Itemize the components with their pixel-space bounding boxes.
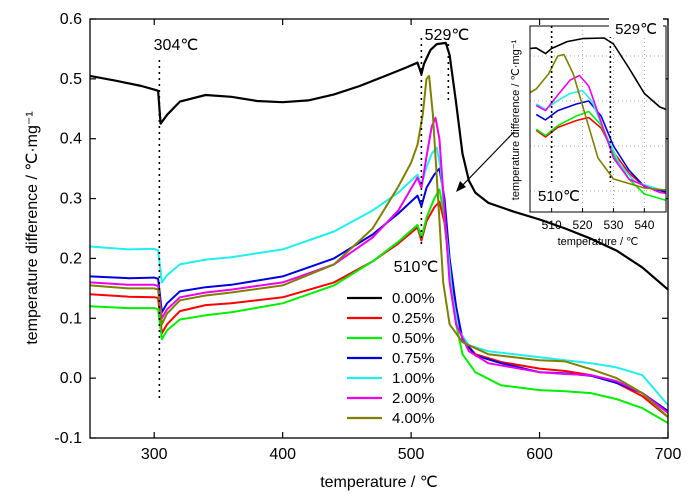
y-tick-label-7: 0.6 xyxy=(60,11,82,28)
annotation-529: 529℃ xyxy=(425,27,470,44)
x-tick-label-2: 500 xyxy=(398,446,425,463)
y-tick-label-0: -0.1 xyxy=(54,430,82,447)
inset-x-tick-label-0: 510 xyxy=(542,218,562,232)
x-tick-label-0: 300 xyxy=(141,446,168,463)
plot-frame xyxy=(89,18,669,439)
y-tick-label-5: 0.4 xyxy=(60,131,82,148)
inset-x-tick-label-2: 530 xyxy=(603,218,623,232)
x-axis-title: temperature / ℃ xyxy=(320,474,438,491)
arrow-head xyxy=(456,181,466,192)
inset-x-tick-label-1: 520 xyxy=(573,218,593,232)
inset-annotation-510: 510℃ xyxy=(538,188,580,205)
annotation-lines xyxy=(158,38,450,400)
inset-plot: 510 520 530 540 temperature / ℃ temperature d… xyxy=(510,17,667,248)
annotations: 304℃ 529℃ 510℃ xyxy=(154,27,470,276)
legend-label-5: 2.00% xyxy=(392,390,435,407)
legend-label-0: 0.00% xyxy=(392,290,435,307)
series-line-6 xyxy=(89,74,669,418)
annotation-510: 510℃ xyxy=(394,259,439,276)
inset-x-tick-label-3: 540 xyxy=(634,218,654,232)
inset-y-axis-title: temperature difference / ℃·mg⁻¹ xyxy=(510,39,522,200)
axes: 300 400 500 600 700 -0.1 0.0 0.1 0.2 0.3 0.4 0.5 0.6… xyxy=(24,11,681,491)
inset-annotation-bg xyxy=(609,17,663,37)
annotation-304: 304℃ xyxy=(154,37,199,54)
legend-label-2: 0.50% xyxy=(392,330,435,347)
inset-frame-bg xyxy=(529,25,667,213)
series-line-0 xyxy=(89,41,669,291)
inset-series-line-5 xyxy=(535,74,666,195)
arrow-line xyxy=(457,131,515,191)
x-tick-label-3: 600 xyxy=(526,446,553,463)
legend: 0.00% 0.25% 0.50% 0.75% 1.00% 2.00% 4.00% xyxy=(347,290,435,427)
inset-x-axis-title: temperature / ℃ xyxy=(558,236,639,248)
series-line-2 xyxy=(89,188,669,424)
legend-label-3: 0.75% xyxy=(392,350,435,367)
inset-annotation-529: 529℃ xyxy=(615,21,657,38)
y-axis-title: temperature difference / ℃·mg⁻¹ xyxy=(24,111,41,344)
legend-label-4: 1.00% xyxy=(392,370,435,387)
y-tick-label-1: 0.0 xyxy=(60,370,82,387)
series-line-5 xyxy=(89,116,669,414)
legend-label-1: 0.25% xyxy=(392,310,435,327)
y-tick-label-2: 0.1 xyxy=(60,310,82,327)
y-tick-label-6: 0.5 xyxy=(60,71,82,88)
x-tick-label-1: 400 xyxy=(269,446,296,463)
y-tick-label-4: 0.3 xyxy=(60,191,82,208)
inset-series-group xyxy=(530,37,666,202)
legend-label-6: 4.00% xyxy=(392,410,435,427)
series-group xyxy=(89,41,669,424)
inset-pointer-arrow xyxy=(456,131,515,192)
inset-series-line-0 xyxy=(530,37,666,111)
inset-frame xyxy=(529,25,667,213)
x-tick-label-4: 700 xyxy=(655,446,682,463)
inset-series-line-6 xyxy=(530,53,666,191)
y-tick-label-3: 0.2 xyxy=(60,250,82,267)
